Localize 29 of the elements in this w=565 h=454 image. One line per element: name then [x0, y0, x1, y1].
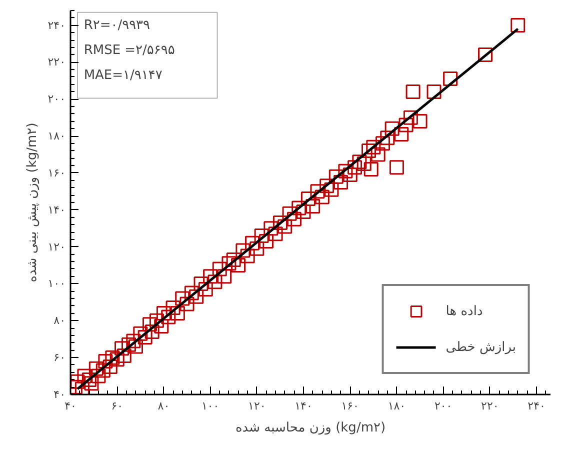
annotation: MAE=۱/۹۱۴۷	[84, 68, 162, 83]
x-tick-label: ۱۴۰	[294, 400, 312, 412]
y-tick-label: ۲۰۰	[48, 92, 66, 106]
x-tick-label: ۱۲۰	[248, 400, 266, 412]
x-tick-label: ۴۰	[64, 400, 76, 412]
legend-label: برازش خطی	[446, 340, 516, 354]
x-tick-label: ۱۸۰	[388, 400, 406, 412]
y-tick-label: ۱۰۰	[48, 277, 66, 290]
y-tick-label: ۱۲۰	[48, 240, 66, 254]
y-tick-label: ۶۰	[54, 351, 66, 364]
y-tick-label: ۱۶۰	[48, 166, 66, 180]
y-tick-label: ۲۲۰	[48, 56, 66, 69]
y-tick-label: ۱۴۰	[48, 203, 66, 216]
x-axis-title: وزن محاسبه شده (kg/m۲)	[235, 420, 386, 436]
x-tick-label: ۲۰۰	[434, 400, 452, 412]
x-tick-label: ۲۴۰	[528, 400, 546, 412]
x-tick-label: ۶۰	[111, 400, 124, 412]
x-tick-label: ۸۰	[158, 400, 170, 412]
legend-label: داده ها	[446, 304, 483, 318]
x-tick-label: ۲۲۰	[481, 400, 499, 412]
annotation: R۲=۰/۹۹۳۹	[84, 18, 150, 33]
y-tick-label: ۱۸۰	[48, 130, 66, 143]
annotation: RMSE =۲/۵۶۹۵	[84, 42, 175, 58]
y-tick-label: ۸۰	[54, 314, 66, 328]
y-axis-title: وزن پیش بینی شده (kg/m۲)	[24, 122, 40, 282]
y-tick-label: ۲۴۰	[48, 18, 66, 32]
x-tick-label: ۱۶۰	[341, 400, 359, 412]
x-tick-label: ۱۰۰	[201, 400, 220, 412]
y-tick-label: ۴۰	[54, 388, 66, 401]
